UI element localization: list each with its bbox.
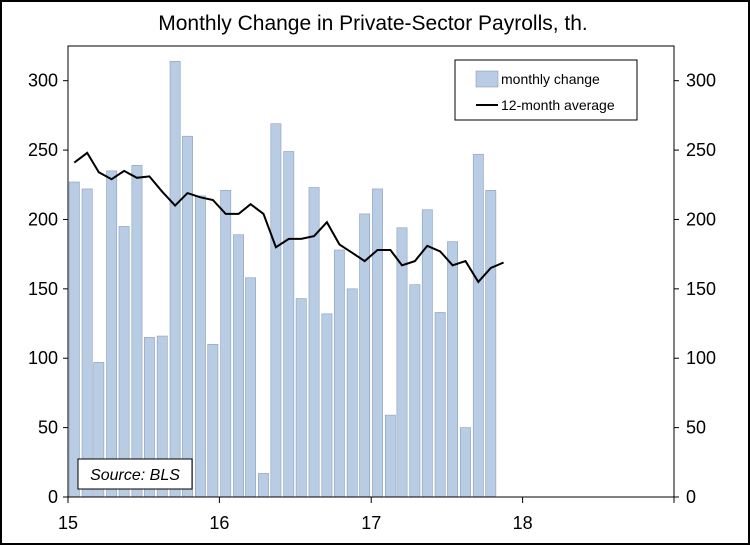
source-label: Source: BLS	[90, 467, 180, 484]
bar	[245, 277, 257, 498]
x-tick-label: 17	[361, 513, 381, 533]
bar	[485, 190, 497, 498]
x-tick-label: 15	[58, 513, 78, 533]
bar	[460, 427, 471, 498]
bar	[220, 190, 232, 498]
y-tick-label-right: 250	[686, 140, 716, 160]
y-tick-label-left: 100	[28, 348, 58, 368]
line-layer	[73, 151, 504, 284]
bar	[233, 234, 244, 498]
x-tick-label: 16	[209, 513, 229, 533]
y-tick-label-right: 0	[686, 487, 696, 507]
bar	[169, 60, 181, 498]
bar	[321, 313, 333, 498]
source-box-rect	[77, 458, 193, 490]
average-line	[73, 151, 504, 284]
bar	[194, 195, 206, 498]
bar	[409, 284, 421, 498]
bar	[372, 188, 383, 498]
chart-title: Monthly Change in Private-Sector Payroll…	[158, 12, 588, 35]
y-tick-label-right: 200	[686, 209, 716, 229]
legend: monthly change 12-month average	[454, 59, 638, 121]
legend-label-monthly-change: monthly change	[501, 71, 600, 87]
bar	[295, 298, 307, 498]
legend-box	[454, 59, 638, 121]
bar	[396, 227, 408, 498]
legend-swatch-bar	[475, 70, 499, 88]
bar	[106, 170, 118, 498]
bar	[421, 209, 433, 498]
y-tick-label-left: 150	[28, 279, 58, 299]
bar	[258, 473, 269, 498]
legend-label-12-month-average: 12-month average	[501, 97, 615, 113]
y-tick-label-right: 100	[686, 348, 716, 368]
bar	[359, 213, 371, 498]
y-tick-label-right: 150	[686, 279, 716, 299]
bar	[68, 181, 80, 498]
bar	[283, 151, 295, 498]
bar	[270, 123, 282, 498]
bar	[118, 226, 130, 498]
axes-layer: 0 0 50 50 100 100 150 150 200 200 250 250 300 300 15 16…	[28, 45, 716, 533]
y-tick-label-left: 250	[28, 140, 58, 160]
bar	[308, 187, 320, 498]
bar	[207, 344, 219, 498]
bar	[472, 153, 484, 498]
bar	[447, 241, 459, 498]
bars-layer	[68, 60, 497, 498]
x-tick-label: 18	[513, 513, 533, 533]
y-tick-label-right: 50	[686, 418, 706, 438]
y-tick-label-right: 300	[686, 71, 716, 91]
bar	[434, 312, 446, 498]
y-tick-label-left: 300	[28, 71, 58, 91]
bar	[333, 249, 345, 498]
bar	[81, 188, 93, 498]
y-tick-label-left: 200	[28, 209, 58, 229]
y-tick-label-left: 50	[38, 418, 58, 438]
bar	[131, 165, 143, 498]
y-tick-label-left: 0	[48, 487, 58, 507]
bar	[384, 414, 396, 498]
source-box: Source: BLS	[77, 458, 193, 490]
bar	[182, 135, 193, 498]
bar	[346, 288, 358, 498]
